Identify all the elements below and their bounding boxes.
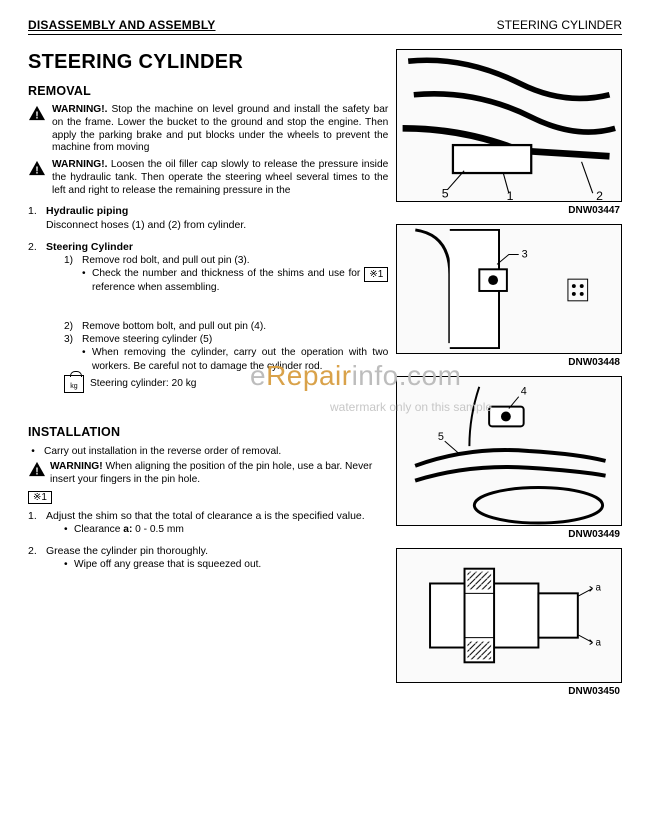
warning-2-text: WARNING!. Loosen the oil filler cap slow…	[52, 159, 388, 197]
figure-4: a a	[396, 548, 622, 683]
installation-heading: INSTALLATION	[28, 425, 388, 439]
svg-text:3: 3	[522, 248, 528, 260]
figure-1: 5 1 2	[396, 49, 622, 202]
step-1: Hydraulic piping Disconnect hoses (1) an…	[28, 205, 388, 232]
bullet-icon: •	[28, 445, 38, 458]
weight-icon: kg	[64, 375, 84, 393]
svg-text:4: 4	[521, 386, 527, 398]
svg-text:!: !	[35, 110, 38, 121]
warning-icon: !	[28, 160, 46, 176]
figure-2-caption: DNW03448	[396, 357, 620, 368]
page-title: STEERING CYLINDER	[28, 51, 388, 74]
content-row: STEERING CYLINDER REMOVAL ! WARNING!. St…	[28, 49, 622, 705]
substep-2-3: 3)Remove steering cylinder (5)	[64, 333, 388, 346]
figure-3-caption: DNW03449	[396, 529, 620, 540]
warning-icon: !	[28, 461, 44, 477]
svg-text:!: !	[35, 165, 38, 176]
warning-icon: !	[28, 105, 46, 121]
step-2: Steering Cylinder 1)Remove rod bolt, and…	[28, 241, 388, 393]
figure-column: 5 1 2 DNW03447 3 DNW0	[396, 49, 622, 705]
figure-3: 4 5	[396, 376, 622, 526]
figure-2: 3	[396, 224, 622, 354]
substep-2-2: 2)Remove bottom bolt, and pull out pin (…	[64, 320, 388, 333]
page-header: DISASSEMBLY AND ASSEMBLY STEERING CYLIND…	[28, 18, 622, 35]
header-left: DISASSEMBLY AND ASSEMBLY	[28, 18, 216, 32]
warning-1-text: WARNING!. Stop the machine on level grou…	[52, 104, 388, 155]
install-steps: Adjust the shim so that the total of cle…	[28, 510, 388, 572]
install-warn-text: WARNING! When aligning the position of t…	[50, 460, 388, 487]
step-2-bullet-2: When removing the cylinder, carry out th…	[82, 346, 388, 373]
step-2-bullet: Check the number and thickness of the sh…	[82, 267, 360, 294]
manual-page: DISASSEMBLY AND ASSEMBLY STEERING CYLIND…	[0, 0, 650, 715]
figure-4-caption: DNW03450	[396, 686, 620, 697]
figure-1-caption: DNW03447	[396, 205, 620, 216]
install-intro: • Carry out installation in the reverse …	[28, 445, 388, 487]
install-step-1: Adjust the shim so that the total of cle…	[28, 510, 388, 537]
weight-row: kg Steering cylinder: 20 kg	[64, 375, 388, 393]
install-step-2-bullet: Wipe off any grease that is squeezed out…	[64, 558, 388, 571]
header-right: STEERING CYLINDER	[497, 18, 622, 32]
ref-marker-2: ※1	[28, 491, 52, 504]
svg-text:a: a	[596, 638, 602, 649]
warning-1: ! WARNING!. Stop the machine on level gr…	[28, 104, 388, 155]
svg-text:!: !	[35, 467, 38, 478]
svg-text:2: 2	[596, 189, 603, 201]
warning-2: ! WARNING!. Loosen the oil filler cap sl…	[28, 159, 388, 197]
svg-text:1: 1	[507, 189, 514, 201]
install-step-1-bullet: Clearance a: 0 - 0.5 mm	[64, 523, 388, 536]
svg-text:a: a	[596, 582, 602, 593]
removal-steps: Hydraulic piping Disconnect hoses (1) an…	[28, 205, 388, 393]
removal-heading: REMOVAL	[28, 84, 388, 98]
svg-text:5: 5	[438, 431, 444, 443]
substep-2-1: 1)Remove rod bolt, and pull out pin (3).	[64, 254, 388, 267]
install-step-2: Grease the cylinder pin thoroughly. Wipe…	[28, 545, 388, 572]
text-column: STEERING CYLINDER REMOVAL ! WARNING!. St…	[28, 49, 388, 705]
ref-marker: ※1	[364, 267, 388, 282]
svg-text:5: 5	[442, 187, 449, 201]
